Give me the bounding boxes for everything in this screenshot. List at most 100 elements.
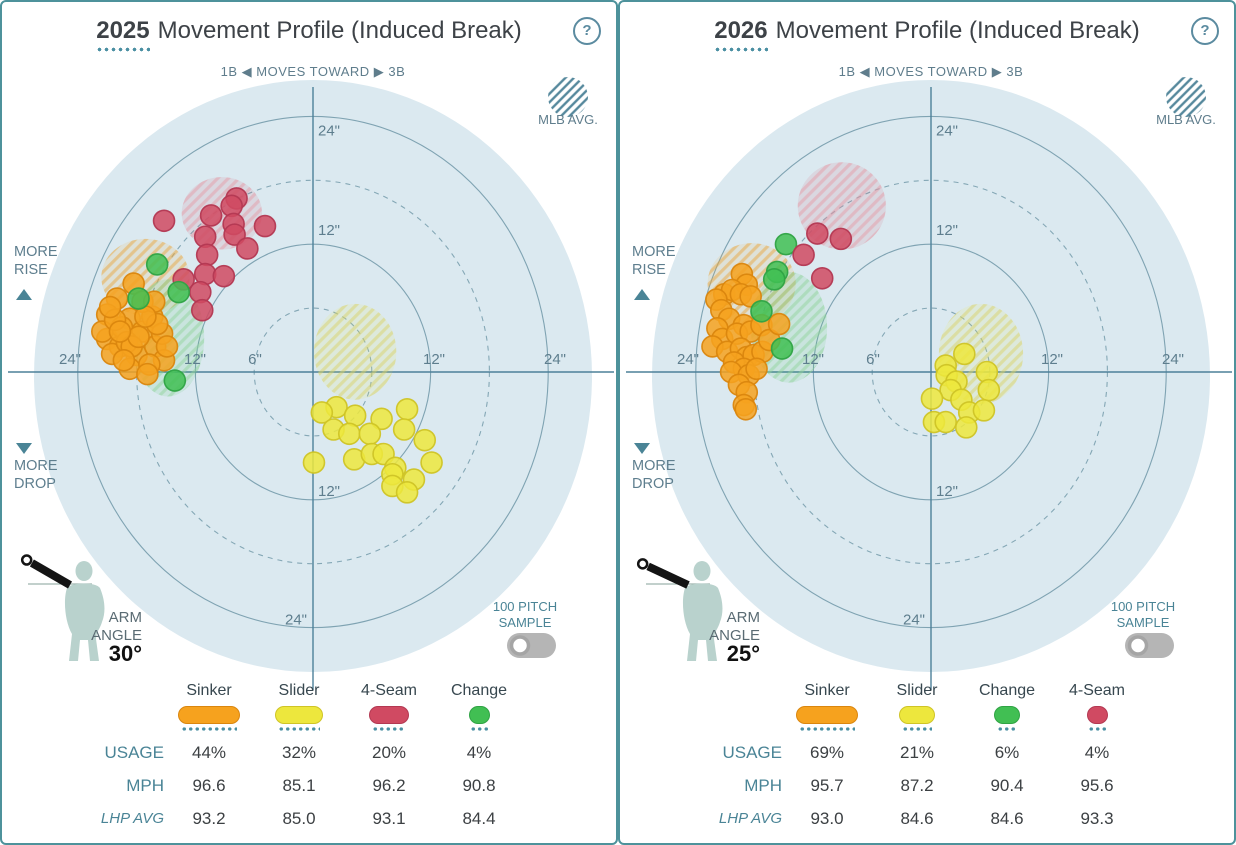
pitch-point-4-seam bbox=[810, 266, 834, 290]
pitch-point-4-seam bbox=[829, 227, 853, 251]
lhp-avg-value: 84.4 bbox=[462, 809, 496, 828]
usage-value: 6% bbox=[994, 743, 1020, 762]
tick-label: 24" bbox=[677, 351, 699, 368]
series-slider bbox=[302, 395, 443, 504]
pill-dots bbox=[997, 727, 1017, 731]
pitch-pill bbox=[468, 706, 490, 724]
pitch-point-sinker bbox=[734, 397, 758, 421]
more-rise-label: RISE bbox=[632, 262, 666, 278]
legend-spacer bbox=[54, 678, 164, 704]
arm-angle-label: ANGLE bbox=[709, 627, 760, 644]
series-4-seam bbox=[792, 222, 853, 290]
pitch-point-sinker bbox=[155, 335, 179, 358]
pitch-point-sinker bbox=[108, 320, 132, 343]
series-change bbox=[127, 253, 191, 392]
tick-label: 12" bbox=[318, 222, 340, 239]
pitch-point-sinker bbox=[112, 348, 136, 372]
pitch-point-slider bbox=[395, 397, 419, 421]
pitch-sample-toggle[interactable] bbox=[1125, 633, 1174, 658]
pitch-pill bbox=[796, 706, 858, 724]
pitch-point-change bbox=[167, 280, 191, 304]
pitch-name: Sinker bbox=[804, 682, 850, 699]
toggle-knob[interactable] bbox=[509, 635, 531, 656]
mph-value: 87.2 bbox=[900, 776, 934, 795]
tick-label: 6" bbox=[866, 351, 880, 368]
pill-dots bbox=[372, 727, 406, 731]
pitch-point-change bbox=[127, 287, 150, 310]
pitch-point-slider bbox=[954, 416, 978, 439]
tick-label: 12" bbox=[802, 351, 824, 368]
pitch-point-sinker bbox=[127, 325, 150, 349]
pitch-point-4-seam bbox=[806, 222, 829, 245]
pitch-point-change bbox=[750, 299, 773, 323]
arm-angle-value: 25° bbox=[727, 641, 760, 666]
pitch-swatch-cell bbox=[434, 704, 524, 736]
arm-angle-pivot-icon bbox=[20, 554, 33, 566]
row-label-mph: MPH bbox=[126, 776, 164, 795]
pitch-pill bbox=[1086, 706, 1108, 724]
pitch-sample-label: SAMPLE bbox=[499, 615, 552, 630]
usage-value: 32% bbox=[281, 743, 317, 762]
help-icon[interactable]: ? bbox=[573, 17, 601, 45]
tick-label: 24" bbox=[318, 122, 340, 139]
tick-label: 24" bbox=[903, 612, 925, 629]
pitch-point-change bbox=[774, 232, 798, 256]
mph-value: 95.6 bbox=[1080, 776, 1114, 795]
pitch-point-sinker bbox=[136, 362, 159, 386]
more-rise-label: MORE bbox=[14, 244, 58, 260]
movement-profile-panel-2025: 2025 Movement Profile (Induced Break) ? 1… bbox=[0, 0, 618, 845]
mph-value: 90.4 bbox=[990, 776, 1024, 795]
pitch-sample-toggle[interactable] bbox=[507, 633, 556, 658]
row-label-lhp-avg: LHP AVG bbox=[718, 810, 782, 827]
series-change bbox=[750, 232, 798, 360]
pitch-point-slider bbox=[920, 387, 944, 410]
more-drop-label: DROP bbox=[632, 476, 674, 492]
moves-toward-label: 1B ◀ MOVES TOWARD ▶ 3B bbox=[839, 64, 1024, 79]
row-label-usage: USAGE bbox=[104, 743, 164, 762]
pitch-name: Slider bbox=[896, 682, 938, 699]
pitch-legend-table: Sinker Slider Change 4-Seam USAGE 69% 21… bbox=[672, 678, 1142, 835]
lhp-avg-value: 93.3 bbox=[1080, 809, 1114, 828]
pitch-point-4-seam bbox=[195, 243, 219, 267]
up-arrow-icon bbox=[16, 289, 32, 300]
pitch-point-slider bbox=[972, 399, 996, 422]
pitch-swatch-cell bbox=[782, 704, 872, 736]
lhp-avg-value: 84.6 bbox=[900, 809, 934, 828]
toggle-knob[interactable] bbox=[1127, 635, 1149, 656]
tick-label: 6" bbox=[248, 351, 262, 368]
mph-value: 96.6 bbox=[192, 776, 226, 795]
pitch-sample-label: 100 PITCH bbox=[1111, 599, 1175, 614]
mlb-avg-icon bbox=[548, 77, 588, 117]
pitch-point-slider bbox=[310, 401, 334, 424]
row-label-mph: MPH bbox=[744, 776, 782, 795]
pitch-swatch-cell bbox=[164, 704, 254, 736]
tick-label: 12" bbox=[423, 351, 445, 368]
pitch-name: 4-Seam bbox=[1068, 682, 1126, 699]
pill-dots bbox=[469, 727, 489, 731]
tick-label: 24" bbox=[936, 122, 958, 139]
lhp-avg-value: 85.0 bbox=[282, 809, 316, 828]
tick-label: 12" bbox=[184, 351, 206, 368]
movement-profile-panel-2026: 2026 Movement Profile (Induced Break) ? 1… bbox=[618, 0, 1236, 845]
pitch-name: 4-Seam bbox=[360, 682, 418, 699]
pitch-swatch-cell bbox=[1052, 704, 1142, 736]
tick-label: 24" bbox=[1162, 351, 1184, 368]
pitch-sample-label: 100 PITCH bbox=[493, 599, 557, 614]
usage-value: 21% bbox=[899, 743, 935, 762]
more-rise-label: RISE bbox=[14, 262, 48, 278]
pitch-point-change bbox=[145, 253, 169, 276]
pitch-point-slider bbox=[934, 410, 958, 434]
pitch-name: Sinker bbox=[186, 682, 232, 699]
pitch-pill bbox=[275, 706, 323, 724]
pitch-point-slider bbox=[420, 451, 443, 474]
pitch-pill bbox=[178, 706, 240, 724]
arm-angle-pivot-icon bbox=[636, 558, 649, 570]
pitch-point-slider bbox=[977, 378, 1001, 402]
more-rise-label: MORE bbox=[632, 244, 676, 260]
help-icon[interactable]: ? bbox=[1191, 17, 1219, 45]
mlb-avg-label: MLB AVG. bbox=[1156, 112, 1216, 127]
more-drop-label: MORE bbox=[14, 458, 58, 474]
mlb-avg-zone-slider bbox=[313, 303, 397, 400]
mlb-avg-icon bbox=[1166, 77, 1206, 117]
usage-value: 44% bbox=[191, 743, 227, 762]
